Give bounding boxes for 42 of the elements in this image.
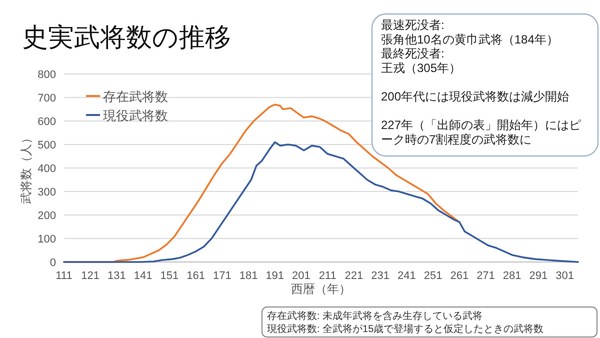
x-tick-label: 221 [344,270,364,282]
x-tick-label: 111 [56,270,72,282]
text: 存在武将数: 未成年武将を含み生存している武将 [267,310,483,322]
x-axis-title: 西暦（年） [291,282,351,296]
y-tick-label: 200 [38,210,56,222]
y-tick-label: 700 [38,92,56,104]
y-axis-title: 武将数（人） [19,132,33,204]
y-tick-label: 100 [38,234,56,246]
legend-label: 現役武将数 [103,108,168,123]
y-tick-label: 300 [38,186,56,198]
text: 最速死没者: [381,18,444,32]
y-tick-label: 600 [38,116,56,128]
x-tick-label: 281 [502,270,522,282]
x-tick-label: 241 [397,270,416,282]
x-tick-label: 251 [424,270,442,282]
x-tick-label: 261 [450,270,469,282]
x-tick-label: 161 [186,270,205,282]
y-tick-label: 500 [38,140,56,152]
x-tick-label: 121 [81,270,100,282]
x-tick-label: 131 [108,270,126,282]
annotation: 200年代には現役武将数は減少開始 [381,90,570,104]
x-tick-label: 211 [318,270,336,282]
y-tick-label: 0 [50,257,56,269]
x-tick-label: 141 [134,270,152,282]
x-tick-label: 171 [212,270,232,282]
text: 最終死没者: [381,46,444,61]
x-tick-label: 181 [239,270,258,282]
y-tick-label: 400 [38,163,56,175]
legend-label: 存在武将数 [103,89,168,104]
text: 現役武将数: 全武将が15歳で登場すると仮定したときの武将数 [267,323,544,335]
x-tick-label: 271 [476,270,495,282]
x-tick-label: 201 [292,270,310,282]
chart-title: 史実武将数の推移 [22,22,231,52]
x-tick-label: 301 [556,270,574,282]
x-tick-label: 291 [529,270,548,282]
x-tick-label: 151 [160,270,179,282]
x-tick-label: 231 [371,270,390,282]
x-tick-label: 191 [266,270,284,282]
annotation: 王戎（305年） [381,60,462,75]
text: 張角他10名の黄巾武将（184年） [381,32,558,46]
annotation: 227年（「出師の表」開始年）にはピーク時の7割程度の武将数に [381,118,582,146]
y-tick-label: 800 [38,69,56,81]
